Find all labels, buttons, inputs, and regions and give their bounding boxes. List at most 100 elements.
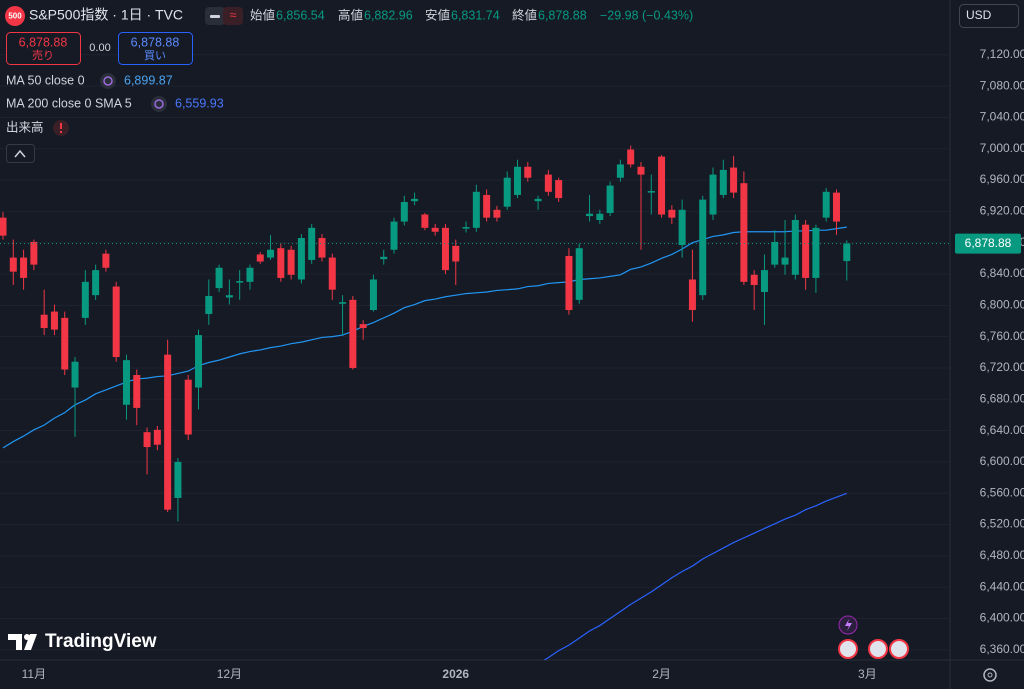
candle-body [287,249,295,275]
candle-body [184,379,192,435]
event-flag[interactable] [889,639,909,659]
x-tick-label: 2026 [442,667,469,681]
candle-body [493,209,501,218]
candle-body [688,279,696,311]
candle-body [236,281,244,283]
candle-body [359,324,367,329]
ma-line [543,492,847,660]
y-tick-label: 6,720.00 [980,360,1024,374]
settings-icon[interactable] [983,668,997,682]
candle-body [647,191,655,193]
buy-price: 6,878.88 [131,35,180,49]
candle-body [390,221,398,250]
y-tick-label: 7,120.00 [980,47,1024,61]
ma-icon [103,76,113,86]
icon-button[interactable] [223,7,243,25]
candle-body [400,201,408,222]
candle-body [658,156,666,215]
candle-body [483,194,491,218]
brand-name: TradingView [45,631,157,652]
candle-body [699,199,707,296]
y-tick-label: 6,400.00 [980,611,1024,625]
symbol-title[interactable]: S&P500指数 · 1日 · TVC [29,7,183,23]
candle-body [267,249,275,258]
candle-body [143,432,151,448]
x-tick-label: 3月 [858,667,877,681]
candle-body [380,256,388,260]
candle-body [431,227,439,232]
candle-body [709,174,717,215]
collapse-button[interactable] [6,144,35,163]
candle-body [102,253,110,268]
x-tick-label: 2月 [652,667,671,681]
ma200-legend[interactable]: MA 200 close 0 SMA 5 [6,96,132,110]
candle-body [575,248,583,300]
event-icon [845,619,852,631]
candle-body [627,149,635,165]
candle-body [843,243,851,262]
currency: USD [966,8,992,22]
currency-button[interactable] [959,4,1019,28]
ma50-value: 6,899.87 [124,73,173,87]
candle-body [441,227,449,271]
y-tick-label: 6,920.00 [980,204,1024,218]
candle-body [421,214,429,228]
candle-body [637,166,645,175]
volume-legend[interactable]: 出来高 [6,119,44,134]
sell-button[interactable] [6,32,81,65]
symbol-badge [5,6,25,26]
ma50-legend[interactable]: MA 50 close 0 [6,73,85,87]
candle-body [462,227,470,229]
y-tick-label: 6,440.00 [980,579,1024,593]
close-value: 6,878.88 [538,8,587,22]
candle-body [555,180,563,199]
candle-body [802,224,810,278]
candle-body [297,238,305,280]
candle-body [832,192,840,222]
ma200-value: 6,559.93 [175,96,224,110]
candle-body [514,166,521,195]
candle-body [256,254,264,262]
ma-icon[interactable] [151,96,167,112]
close-label: 終値 [512,7,537,22]
candle-body [349,299,357,368]
x-tick-label: 12月 [217,667,242,681]
candle-body [668,209,676,218]
candle-body [133,375,141,408]
grid [0,54,950,651]
candle-body [40,314,48,329]
y-tick-label: 6,680.00 [980,391,1024,405]
candle-body [0,217,7,236]
plot [0,145,950,660]
candle-body [740,183,748,282]
warning-icon [60,131,62,133]
candle-body [822,191,830,218]
y-tick-label: 6,840.00 [980,266,1024,280]
badge-text: 500 [8,12,22,21]
candle-body [730,167,738,193]
candle-body [112,286,120,358]
candle-body [246,267,254,282]
candle-body [565,256,573,311]
candle-body [308,227,316,260]
candle-body [771,241,779,265]
y-tick-label: 6,360.00 [980,642,1024,656]
buy-button[interactable] [118,32,193,65]
candle-body [20,257,28,278]
ma-icon [154,99,164,109]
buy-label: 買い [144,49,166,62]
candle-body [339,302,347,304]
candle-body [596,213,604,220]
event-flag[interactable] [868,639,888,659]
candle-body [586,213,594,217]
last-price-tag [955,233,1021,254]
candle-body [791,220,799,275]
candle-body [153,429,161,445]
collapse-icon [14,149,26,158]
y-tick-label: 6,960.00 [980,172,1024,186]
event-flag[interactable] [838,639,858,659]
candle-body [30,241,38,265]
ma-icon[interactable] [100,73,116,89]
axes: 6,360.00 6,400.00 6,440.00 6,480.00 6,520.00… [22,47,1024,681]
icon: ≈ [230,8,237,22]
